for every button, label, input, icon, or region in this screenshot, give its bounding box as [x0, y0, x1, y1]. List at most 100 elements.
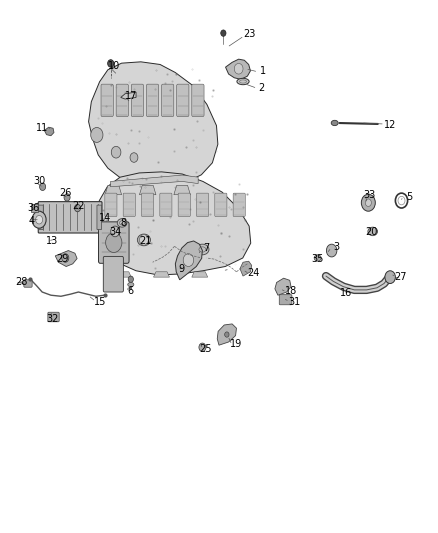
Circle shape: [108, 60, 114, 67]
FancyBboxPatch shape: [197, 193, 208, 216]
Circle shape: [225, 332, 229, 337]
FancyBboxPatch shape: [177, 84, 189, 117]
Text: 1: 1: [260, 66, 266, 76]
Circle shape: [128, 276, 134, 282]
Text: 6: 6: [128, 286, 134, 296]
FancyBboxPatch shape: [103, 256, 124, 292]
Polygon shape: [192, 272, 208, 277]
Text: 30: 30: [33, 176, 45, 187]
Text: 27: 27: [394, 272, 407, 282]
Text: 35: 35: [311, 254, 324, 264]
Text: 24: 24: [248, 268, 260, 278]
Text: 11: 11: [36, 123, 48, 133]
Text: 9: 9: [179, 264, 185, 274]
Ellipse shape: [138, 234, 150, 246]
FancyBboxPatch shape: [233, 193, 245, 216]
Text: 5: 5: [406, 192, 412, 203]
Ellipse shape: [117, 219, 127, 227]
Circle shape: [91, 127, 103, 142]
FancyBboxPatch shape: [123, 193, 135, 216]
Ellipse shape: [196, 244, 209, 255]
Text: 16: 16: [339, 288, 352, 298]
Polygon shape: [226, 59, 251, 79]
Text: 13: 13: [46, 236, 58, 246]
Text: 2: 2: [259, 83, 265, 93]
Circle shape: [111, 226, 120, 237]
Text: 17: 17: [125, 91, 137, 101]
Circle shape: [130, 153, 138, 163]
FancyBboxPatch shape: [215, 193, 227, 216]
FancyBboxPatch shape: [31, 204, 38, 212]
Polygon shape: [110, 175, 198, 187]
FancyBboxPatch shape: [38, 201, 102, 233]
Polygon shape: [115, 272, 131, 277]
FancyBboxPatch shape: [141, 193, 154, 216]
Text: 18: 18: [285, 286, 297, 296]
Circle shape: [111, 147, 121, 158]
Text: 25: 25: [199, 344, 211, 354]
Circle shape: [365, 199, 371, 206]
Circle shape: [183, 254, 194, 266]
FancyBboxPatch shape: [192, 84, 204, 117]
FancyBboxPatch shape: [101, 84, 113, 117]
FancyBboxPatch shape: [146, 84, 159, 117]
Text: 36: 36: [28, 203, 40, 213]
Ellipse shape: [128, 282, 134, 287]
Circle shape: [74, 204, 81, 212]
Text: 19: 19: [230, 339, 243, 349]
FancyBboxPatch shape: [105, 193, 117, 216]
FancyBboxPatch shape: [97, 205, 102, 230]
Polygon shape: [175, 241, 202, 280]
Circle shape: [234, 63, 243, 74]
Polygon shape: [105, 185, 122, 195]
Circle shape: [361, 194, 375, 211]
Circle shape: [82, 209, 98, 228]
Text: 4: 4: [28, 216, 34, 226]
Polygon shape: [44, 127, 54, 136]
Polygon shape: [55, 251, 77, 266]
Text: 23: 23: [244, 29, 256, 39]
Polygon shape: [217, 324, 237, 345]
Text: 10: 10: [108, 61, 120, 70]
Polygon shape: [95, 172, 251, 275]
Text: 20: 20: [366, 227, 378, 237]
FancyBboxPatch shape: [48, 312, 59, 322]
Text: 14: 14: [99, 213, 111, 223]
Polygon shape: [275, 278, 291, 295]
Circle shape: [385, 271, 396, 284]
Circle shape: [32, 211, 46, 228]
Text: 15: 15: [94, 296, 106, 306]
Ellipse shape: [314, 255, 321, 261]
FancyBboxPatch shape: [279, 295, 292, 305]
Text: 33: 33: [364, 190, 376, 200]
Text: 32: 32: [46, 313, 58, 324]
Polygon shape: [154, 272, 170, 277]
Text: 22: 22: [72, 201, 85, 211]
Text: 21: 21: [139, 236, 152, 246]
Ellipse shape: [331, 120, 338, 126]
Text: 26: 26: [59, 188, 71, 198]
Ellipse shape: [237, 78, 249, 85]
Circle shape: [221, 30, 226, 36]
FancyBboxPatch shape: [116, 84, 128, 117]
Text: 7: 7: [203, 244, 209, 253]
Circle shape: [62, 254, 69, 262]
Text: 34: 34: [109, 228, 121, 238]
Circle shape: [106, 233, 122, 253]
Text: 3: 3: [333, 243, 339, 252]
Text: 29: 29: [57, 254, 69, 264]
FancyBboxPatch shape: [131, 84, 144, 117]
Text: 28: 28: [15, 278, 28, 287]
Text: 8: 8: [120, 218, 126, 228]
Polygon shape: [139, 185, 156, 195]
FancyBboxPatch shape: [160, 193, 172, 216]
FancyBboxPatch shape: [24, 280, 32, 287]
Polygon shape: [88, 62, 218, 187]
Circle shape: [140, 235, 148, 245]
Circle shape: [35, 215, 42, 224]
Circle shape: [199, 343, 206, 352]
Polygon shape: [174, 185, 191, 195]
FancyBboxPatch shape: [178, 193, 190, 216]
Text: 12: 12: [384, 120, 396, 130]
Polygon shape: [240, 261, 252, 276]
